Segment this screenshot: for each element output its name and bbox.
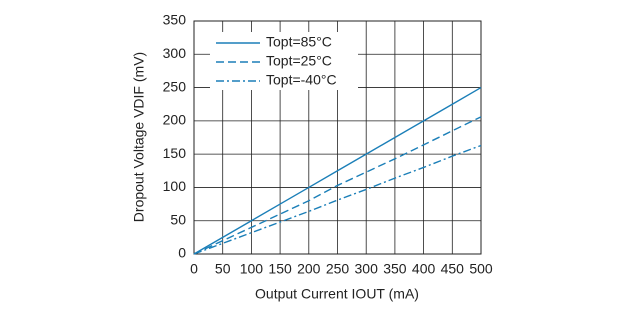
legend-label: Topt=25°C (266, 53, 332, 69)
y-tick-label: 100 (163, 178, 187, 194)
y-axis-label: Dropout Voltage VDIF (mV) (131, 52, 147, 222)
x-tick-label: 150 (268, 261, 292, 277)
x-tick-label: 300 (355, 261, 379, 277)
x-tick-label: 200 (297, 261, 321, 277)
legend-label: Topt=85°C (266, 34, 332, 50)
y-tick-label: 150 (163, 145, 187, 161)
y-tick-label: 200 (163, 112, 187, 128)
y-tick-label: 300 (163, 45, 187, 61)
x-axis-label: Output Current IOUT (mA) (255, 286, 419, 302)
y-tick-label: 250 (163, 78, 187, 94)
x-tick-label: 400 (412, 261, 436, 277)
x-tick-label: 50 (215, 261, 231, 277)
x-tick-label: 0 (190, 261, 198, 277)
x-tick-label: 450 (441, 261, 465, 277)
x-tick-label: 350 (383, 261, 407, 277)
x-tick-label: 250 (326, 261, 350, 277)
y-tick-label: 50 (170, 211, 186, 227)
plot-frame (193, 20, 482, 255)
y-tick-label: 350 (163, 12, 187, 28)
series-line (193, 86, 482, 255)
series-line (193, 116, 482, 255)
series-line (193, 144, 482, 255)
legend-label: Topt=-40°C (266, 72, 337, 88)
x-tick-label: 500 (469, 261, 493, 277)
x-tick-label: 100 (240, 261, 264, 277)
y-tick-label: 0 (178, 245, 186, 261)
